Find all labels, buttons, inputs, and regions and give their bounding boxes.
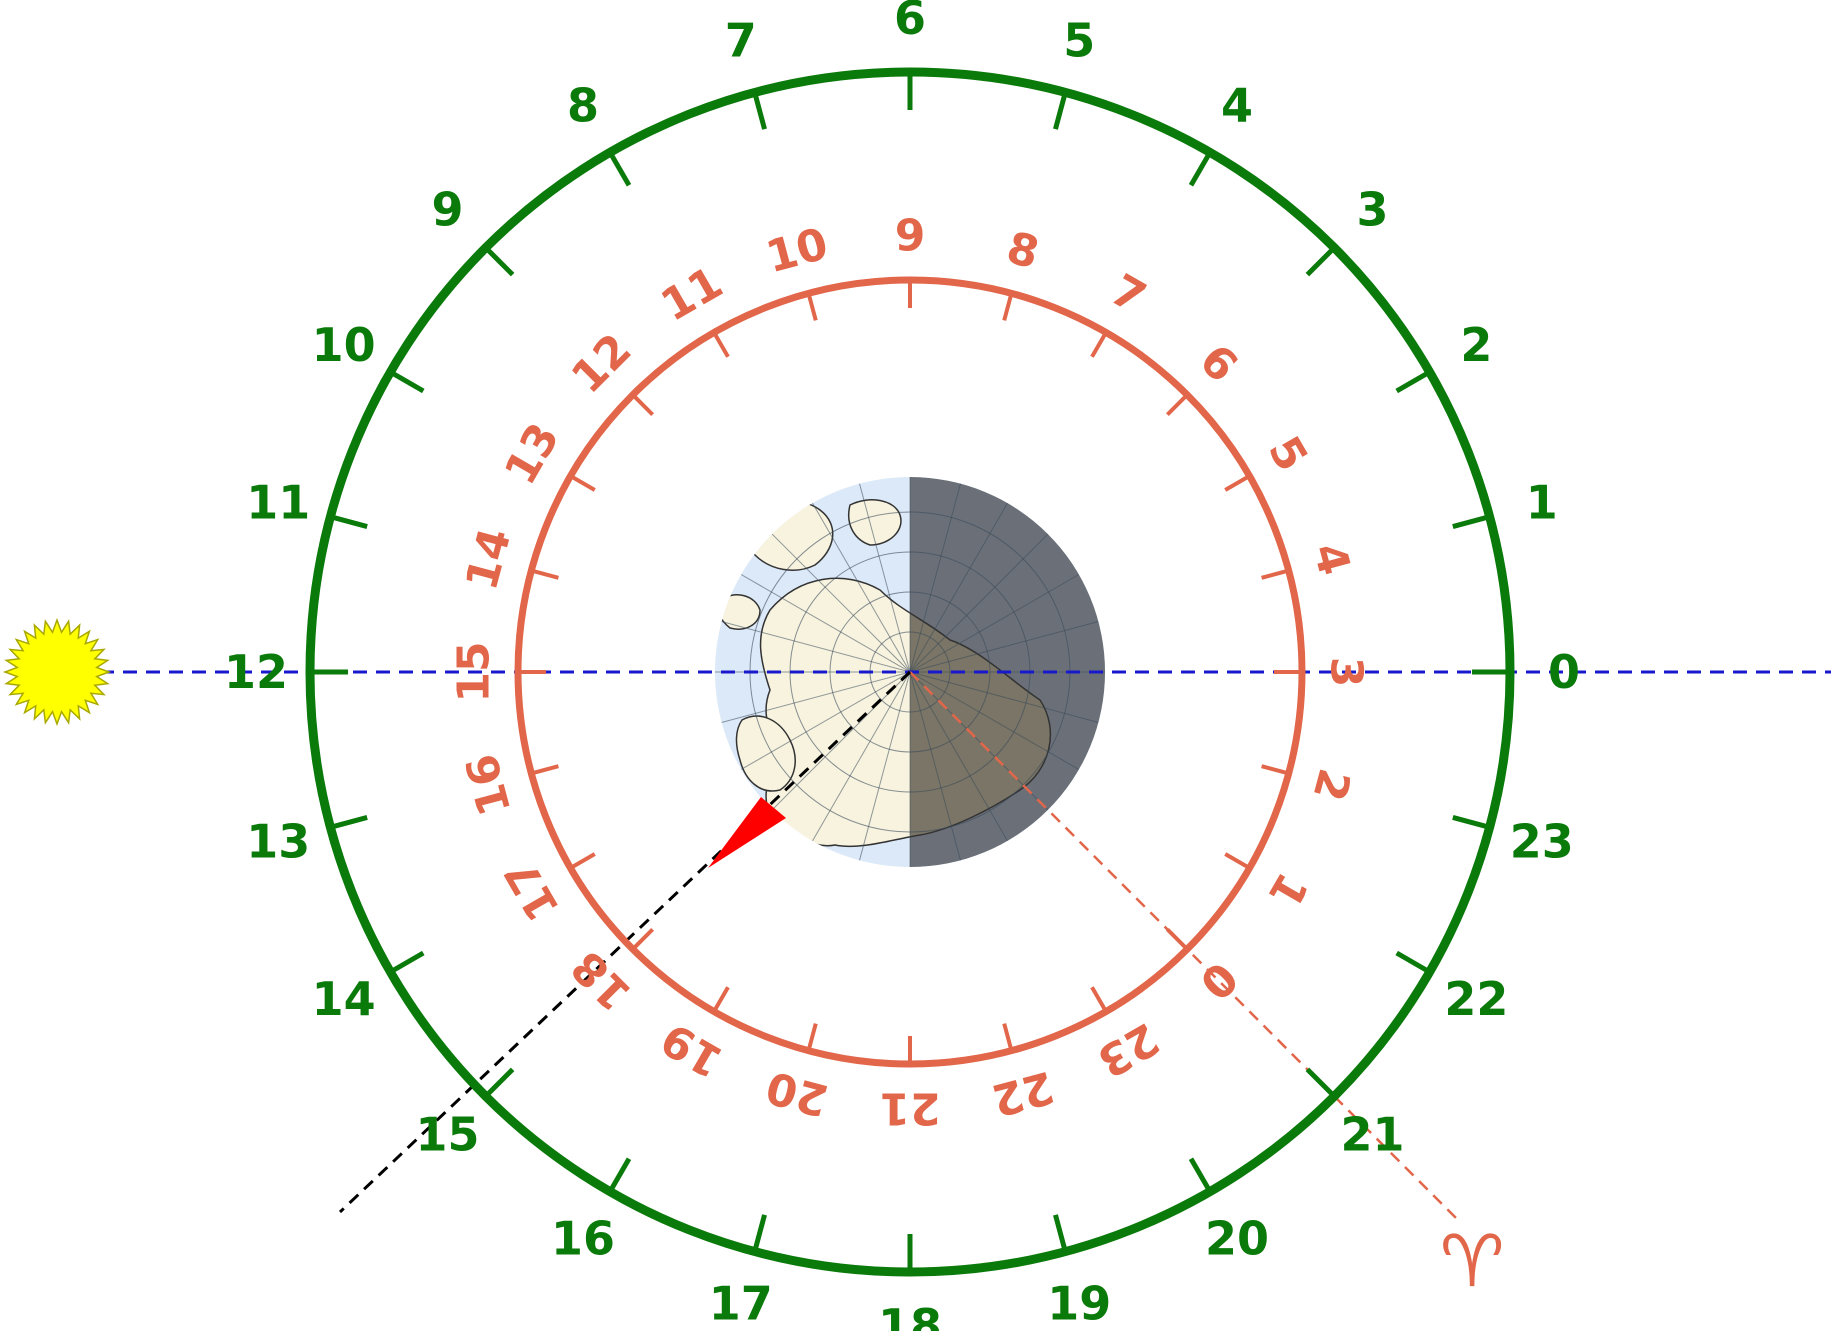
observer-marker-triangle bbox=[708, 797, 786, 868]
sidereal-hour-tick bbox=[569, 852, 596, 870]
sidereal-hour-label: 1 bbox=[1258, 864, 1317, 916]
solar-hour-tick bbox=[1053, 91, 1068, 130]
sidereal-hour-tick bbox=[1224, 474, 1251, 492]
sidereal-hour-tick bbox=[1002, 1023, 1014, 1052]
solar-hour-label: 20 bbox=[1205, 1211, 1269, 1265]
sidereal-hour-tick bbox=[530, 568, 559, 580]
sidereal-hour-tick bbox=[712, 331, 730, 358]
sidereal-hour-tick bbox=[1002, 292, 1014, 321]
solar-hour-label: 1 bbox=[1526, 476, 1558, 530]
sidereal-hour-label: 17 bbox=[495, 851, 570, 930]
sidereal-hour-label: 2 bbox=[1303, 763, 1360, 806]
solar-hour-label: 3 bbox=[1356, 183, 1388, 237]
sidereal-hour-tick bbox=[1165, 927, 1189, 951]
sidereal-hour-tick bbox=[806, 292, 818, 321]
solar-hour-label: 11 bbox=[246, 476, 310, 530]
solar-hour-tick bbox=[1188, 1157, 1213, 1193]
sidereal-hour-label: 18 bbox=[562, 941, 641, 1020]
solar-hour-tick bbox=[483, 245, 515, 277]
sidereal-hour-label: 15 bbox=[449, 641, 500, 702]
sidereal-hour-label: 14 bbox=[456, 523, 521, 595]
sidereal-hour-label: 11 bbox=[653, 257, 732, 332]
sidereal-hour-tick bbox=[631, 927, 655, 951]
sidereal-hour-label: 5 bbox=[1258, 428, 1317, 480]
solar-hour-label: 13 bbox=[246, 814, 310, 868]
solar-hour-label: 8 bbox=[567, 79, 599, 133]
solar-hour-tick bbox=[752, 91, 767, 130]
solar-hour-label: 15 bbox=[416, 1107, 480, 1161]
solar-hour-tick bbox=[1452, 815, 1491, 830]
sidereal-hour-label: 22 bbox=[987, 1061, 1059, 1126]
sidereal-hour-label: 7 bbox=[1102, 265, 1154, 324]
sidereal-hour-tick bbox=[530, 764, 559, 776]
sidereal-hour-tick bbox=[1261, 764, 1290, 776]
solar-hour-tick bbox=[1305, 245, 1337, 277]
sidereal-hour-label: 23 bbox=[1089, 1012, 1168, 1087]
solar-hour-tick bbox=[483, 1067, 515, 1099]
solar-hour-tick bbox=[329, 514, 368, 529]
sidereal-hour-label: 19 bbox=[653, 1012, 732, 1087]
solar-hour-label: 23 bbox=[1510, 814, 1574, 868]
solar-hour-label: 2 bbox=[1460, 318, 1492, 372]
solar-hour-tick bbox=[1395, 950, 1431, 975]
solar-hour-tick bbox=[329, 815, 368, 830]
solar-hour-label: 6 bbox=[894, 0, 926, 45]
solar-hour-tick bbox=[389, 950, 425, 975]
observer-meridian-line bbox=[338, 670, 912, 1214]
sidereal-hour-label: 21 bbox=[879, 1083, 940, 1134]
solar-hour-label: 16 bbox=[551, 1211, 615, 1265]
solar-hour-tick bbox=[607, 1157, 632, 1193]
solar-hour-label: 7 bbox=[725, 13, 757, 67]
sidereal-hour-tick bbox=[631, 393, 655, 417]
solar-hour-tick bbox=[1452, 514, 1491, 529]
solar-hour-tick bbox=[389, 369, 425, 394]
sidereal-hour-label: 4 bbox=[1303, 538, 1360, 581]
sidereal-hour-tick bbox=[1165, 393, 1189, 417]
sidereal-hour-label: 6 bbox=[1189, 335, 1247, 393]
sidereal-hour-label: 9 bbox=[895, 211, 926, 262]
sidereal-hour-tick bbox=[1224, 852, 1251, 870]
sidereal-hour-tick bbox=[1090, 986, 1108, 1013]
sidereal-hour-label: 13 bbox=[495, 415, 570, 494]
sidereal-hour-label: 16 bbox=[456, 749, 521, 821]
solar-hour-label: 17 bbox=[709, 1277, 773, 1331]
solar-hour-label: 18 bbox=[878, 1299, 942, 1331]
solar-hour-label: 5 bbox=[1063, 13, 1095, 67]
solar-hour-tick bbox=[1053, 1214, 1068, 1253]
sidereal-hour-label: 8 bbox=[1001, 222, 1044, 279]
solar-hour-label: 19 bbox=[1047, 1277, 1111, 1331]
sidereal-hour-tick bbox=[1261, 568, 1290, 580]
solar-hour-tick bbox=[1305, 1067, 1337, 1099]
solar-hour-tick bbox=[752, 1214, 767, 1253]
sidereal-hour-label: 20 bbox=[761, 1061, 833, 1126]
sidereal-hour-tick bbox=[1090, 331, 1108, 358]
sidereal-hour-label: 3 bbox=[1321, 657, 1372, 688]
solar-hour-label: 10 bbox=[312, 318, 376, 372]
solar-hour-label: 14 bbox=[312, 972, 376, 1026]
solar-hour-label: 4 bbox=[1221, 79, 1253, 133]
sidereal-hour-label: 10 bbox=[761, 218, 833, 283]
solar-hour-label: 0 bbox=[1548, 645, 1580, 699]
sidereal-hour-tick bbox=[569, 474, 596, 492]
sidereal-hour-label: 12 bbox=[562, 324, 641, 403]
aries-icon: ♈ bbox=[1440, 1219, 1505, 1303]
solar-hour-tick bbox=[1188, 151, 1213, 187]
solar-hour-label: 22 bbox=[1444, 972, 1508, 1026]
solar-hour-label: 21 bbox=[1340, 1107, 1404, 1161]
solar-hour-tick bbox=[607, 151, 632, 187]
sun-icon bbox=[2, 617, 112, 727]
sidereal-hour-tick bbox=[806, 1023, 818, 1052]
sidereal-hour-tick bbox=[712, 986, 730, 1013]
solar-hour-tick bbox=[1395, 369, 1431, 394]
solar-hour-label: 9 bbox=[432, 183, 464, 237]
solar-hour-label: 12 bbox=[224, 645, 288, 699]
